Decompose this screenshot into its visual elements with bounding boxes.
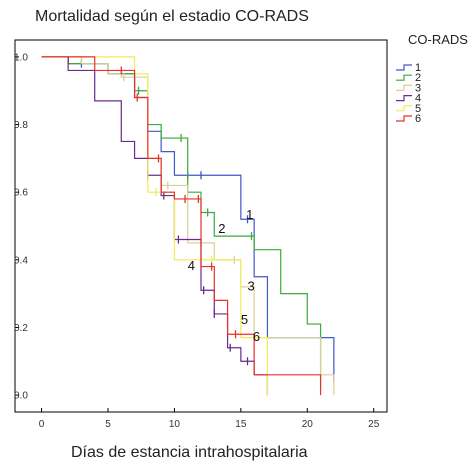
legend-label: 1 [415, 62, 421, 74]
legend-label: 4 [415, 93, 421, 105]
curve-label-3: 3 [248, 278, 255, 293]
legend-item: 5 [396, 103, 421, 115]
x-tick-label: 0 [39, 419, 45, 430]
x-tick-label: 15 [235, 419, 247, 430]
x-tick-label: 10 [169, 419, 181, 430]
series-line-6 [41, 56, 322, 396]
x-tick-label: 25 [368, 419, 380, 430]
series-layer [41, 56, 335, 396]
series-6 [41, 56, 322, 396]
y-tick-label: 0.4 [14, 255, 28, 266]
curve-label-6: 6 [253, 329, 260, 344]
curve-label-layer: 1 2 3 4 56 [188, 207, 260, 344]
legend-item: 1 [396, 62, 421, 74]
y-axis: 0.0 0.2 0.4 0.6 0.8 1.0 [14, 52, 28, 401]
y-tick-label: 0.2 [14, 323, 28, 334]
legend-swatch [396, 105, 412, 112]
legend-label: 6 [415, 113, 421, 125]
legend-swatch [396, 74, 412, 81]
curve-label-5: 5 [241, 312, 248, 327]
x-tick-label: 20 [302, 419, 314, 430]
y-tick-label: 0.6 [14, 188, 28, 199]
legend-swatch [396, 64, 412, 71]
legend-item: 4 [396, 93, 421, 105]
legend-swatch [396, 115, 412, 122]
legend-item: 6 [396, 113, 421, 125]
y-tick-label: 0.0 [14, 391, 28, 402]
legend-swatch [396, 95, 412, 102]
x-axis-label: Días de estancia intrahospitalaria [71, 444, 308, 461]
legend-label: 3 [415, 82, 421, 94]
legend-label: 5 [415, 103, 421, 115]
y-tick-label: 1.0 [14, 52, 28, 63]
x-tick-label: 5 [105, 419, 111, 430]
legend-item: 2 [396, 72, 421, 84]
legend-label: 2 [415, 72, 421, 84]
series-line-3 [41, 56, 335, 396]
curve-label-1: 1 [246, 207, 253, 222]
y-tick-label: 0.8 [14, 120, 28, 131]
chart-title: Mortalidad según el estadio CO-RADS [35, 8, 309, 25]
curve-label-2: 2 [218, 221, 225, 236]
legend-title: CO-RADS [408, 32, 468, 47]
x-axis: 0 5 10 15 20 25 [39, 408, 380, 430]
curve-label-4: 4 [188, 258, 195, 273]
legend-item: 3 [396, 82, 421, 94]
legend-swatch [396, 84, 412, 91]
